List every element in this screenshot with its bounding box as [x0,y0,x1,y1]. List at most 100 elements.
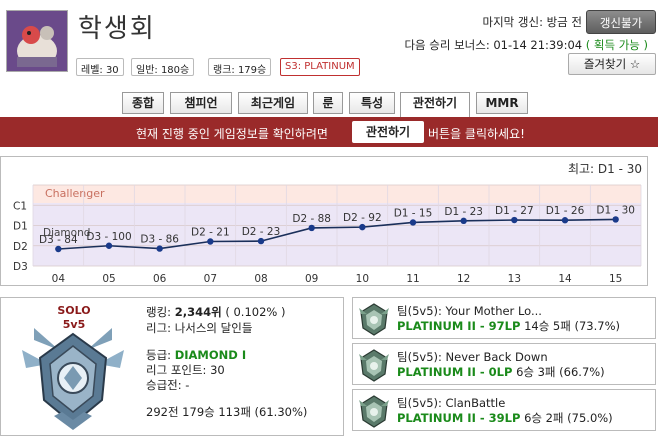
x-tick-label: 15 [609,273,622,285]
team-tier: PLATINUM II - 0LP [397,365,513,379]
diamond-band-label: Diamond [43,227,90,239]
summoner-name: 학생회 [78,14,156,44]
tab-runes[interactable]: 룬 [313,92,343,114]
x-tick-label: 05 [102,273,115,285]
solo-record: 292전 179승 113패 (61.30%) [146,405,308,419]
rank-line [58,218,616,250]
data-point-label: D2 - 88 [292,213,331,225]
x-tick-label: 04 [52,273,66,285]
team-stats: PLATINUM II - 0LP 6승 3패 (66.7%) [397,364,605,380]
data-point-label: D3 - 84 [39,234,78,246]
solo-title-2: 5v5 [62,318,86,331]
team-platinum-emblem-icon [359,395,389,428]
data-point-label: D2 - 23 [242,226,281,238]
tab-masteries[interactable]: 특성 [349,92,395,114]
data-point-label: D3 - 100 [86,231,131,243]
data-point[interactable] [207,238,214,245]
league-name: 리그: 나서스의 달인들 [146,321,253,335]
x-tick-label: 09 [305,273,318,285]
data-point[interactable] [308,224,315,232]
challenger-band-label: Challenger [45,187,105,200]
y-tick-label: D3 [13,261,28,273]
team-tier: PLATINUM II - 97LP [397,319,521,333]
summoner-avatar [6,10,68,72]
solo-title: SOLO 5v5 [54,304,94,332]
favorite-button[interactable]: 즐겨찾기 ☆ [568,53,656,75]
tier-line: 등급: DIAMOND I [146,347,246,363]
level-badge: 레벨: 30 [76,58,124,76]
promotion-series: 승급전: - [146,378,190,392]
x-tick-label: 14 [558,273,572,285]
y-tick-label: C1 [13,200,27,212]
team-record: 14승 5패 (73.7%) [524,319,620,333]
x-tick-label: 11 [406,273,419,285]
tier-label: 등급: [146,348,172,362]
team-record: 6승 3패 (66.7%) [516,365,605,379]
team-name: 팀(5v5): Never Back Down [397,350,548,364]
team-name: 팀(5v5): ClanBattle [397,396,506,410]
bonus-status: ( 획득 가능 ) [585,38,648,52]
data-point[interactable] [257,237,265,245]
team-name: 팀(5v5): Your Mother Lo... [397,304,542,318]
ranking-value: 2,344위 [174,305,222,319]
team-card[interactable]: 팀(5v5): Never Back Down PLATINUM II - 0L… [352,343,656,385]
rank-history-chart: Challenger Diamond C1 D1 D2 D3 04 05 06 07 08 09… [0,156,648,286]
solo-title-1: SOLO [57,304,91,317]
ranking-label: 랭킹: [146,305,172,319]
team-stats: PLATINUM II - 97LP 14승 5패 (73.7%) [397,318,620,334]
x-tick-label: 07 [204,273,217,285]
data-point[interactable] [409,219,417,226]
team-record: 6승 2패 (75.0%) [524,411,613,425]
ranking-line: 랭킹: 2,344위 ( 0.102% ) [146,304,285,320]
last-update-text: 마지막 갱신: 방금 전 [482,15,582,29]
x-tick-label: 06 [153,273,167,285]
chart-max-label: 최고: D1 - 30 [567,162,642,176]
season-tier-badge: S3: PLATINUM [280,58,360,76]
ranked-wins-badge: 랭크: 179승 [208,58,272,76]
data-point-label: D3 - 86 [140,234,179,246]
next-win-bonus: 다음 승리 보너스: 01-14 21:39:04 ( 획득 가능 ) [404,37,648,53]
data-point[interactable] [561,217,569,224]
data-point[interactable] [612,216,619,223]
team-tier: PLATINUM II - 39LP [397,411,521,425]
data-point-label: D1 - 26 [546,205,585,217]
y-tick-label: D1 [13,221,28,233]
data-point-label: D1 - 27 [495,205,534,217]
tab-mmr[interactable]: MMR [476,92,528,114]
data-point[interactable] [511,216,518,224]
x-tick-label: 12 [457,273,470,285]
tier-value: DIAMOND I [174,348,247,362]
data-point-label: D1 - 23 [444,206,483,218]
data-point-label: D1 - 30 [596,204,635,216]
x-tick-label: 13 [508,273,521,285]
update-button[interactable]: 갱신불가 [586,10,656,34]
data-point-label: D2 - 92 [343,212,382,224]
team-platinum-emblem-icon [359,349,389,382]
spectate-button[interactable]: 관전하기 [352,121,424,143]
diamond-tier-emblem-icon [14,320,132,434]
data-point[interactable] [460,217,467,225]
data-point[interactable] [156,245,163,252]
team-stats: PLATINUM II - 39LP 6승 2패 (75.0%) [397,410,613,426]
league-points: 리그 포인트: 30 [146,363,225,377]
spectate-text-after: 버튼을 클릭하세요! [428,127,525,141]
data-point[interactable] [105,242,113,249]
team-card[interactable]: 팀(5v5): Your Mother Lo... PLATINUM II - … [352,297,656,339]
data-point-label: D2 - 21 [191,226,230,238]
tab-champion[interactable]: 챔피언 [170,92,232,114]
spectate-banner: 현재 진행 중인 게임정보를 확인하려면 관전하기 버튼을 클릭하세요! [0,117,658,147]
data-point[interactable] [359,223,366,231]
team-card[interactable]: 팀(5v5): ClanBattle PLATINUM II - 39LP 6승… [352,389,656,431]
team-platinum-emblem-icon [359,303,389,336]
tab-recent-games[interactable]: 최근게임 [238,92,308,114]
spectate-text-before: 현재 진행 중인 게임정보를 확인하려면 [136,127,328,141]
tab-overview[interactable]: 종합 [122,92,164,114]
data-point[interactable] [55,245,62,253]
data-point-label: D1 - 15 [394,207,433,219]
y-tick-label: D2 [13,241,28,253]
x-tick-label: 08 [254,273,267,285]
tab-spectate[interactable]: 관전하기 [400,92,470,118]
next-bonus-text: 다음 승리 보너스: 01-14 21:39:04 [404,38,583,52]
normal-wins-badge: 일반: 180승 [131,58,195,76]
ranking-percent: ( 0.102% ) [225,305,286,319]
